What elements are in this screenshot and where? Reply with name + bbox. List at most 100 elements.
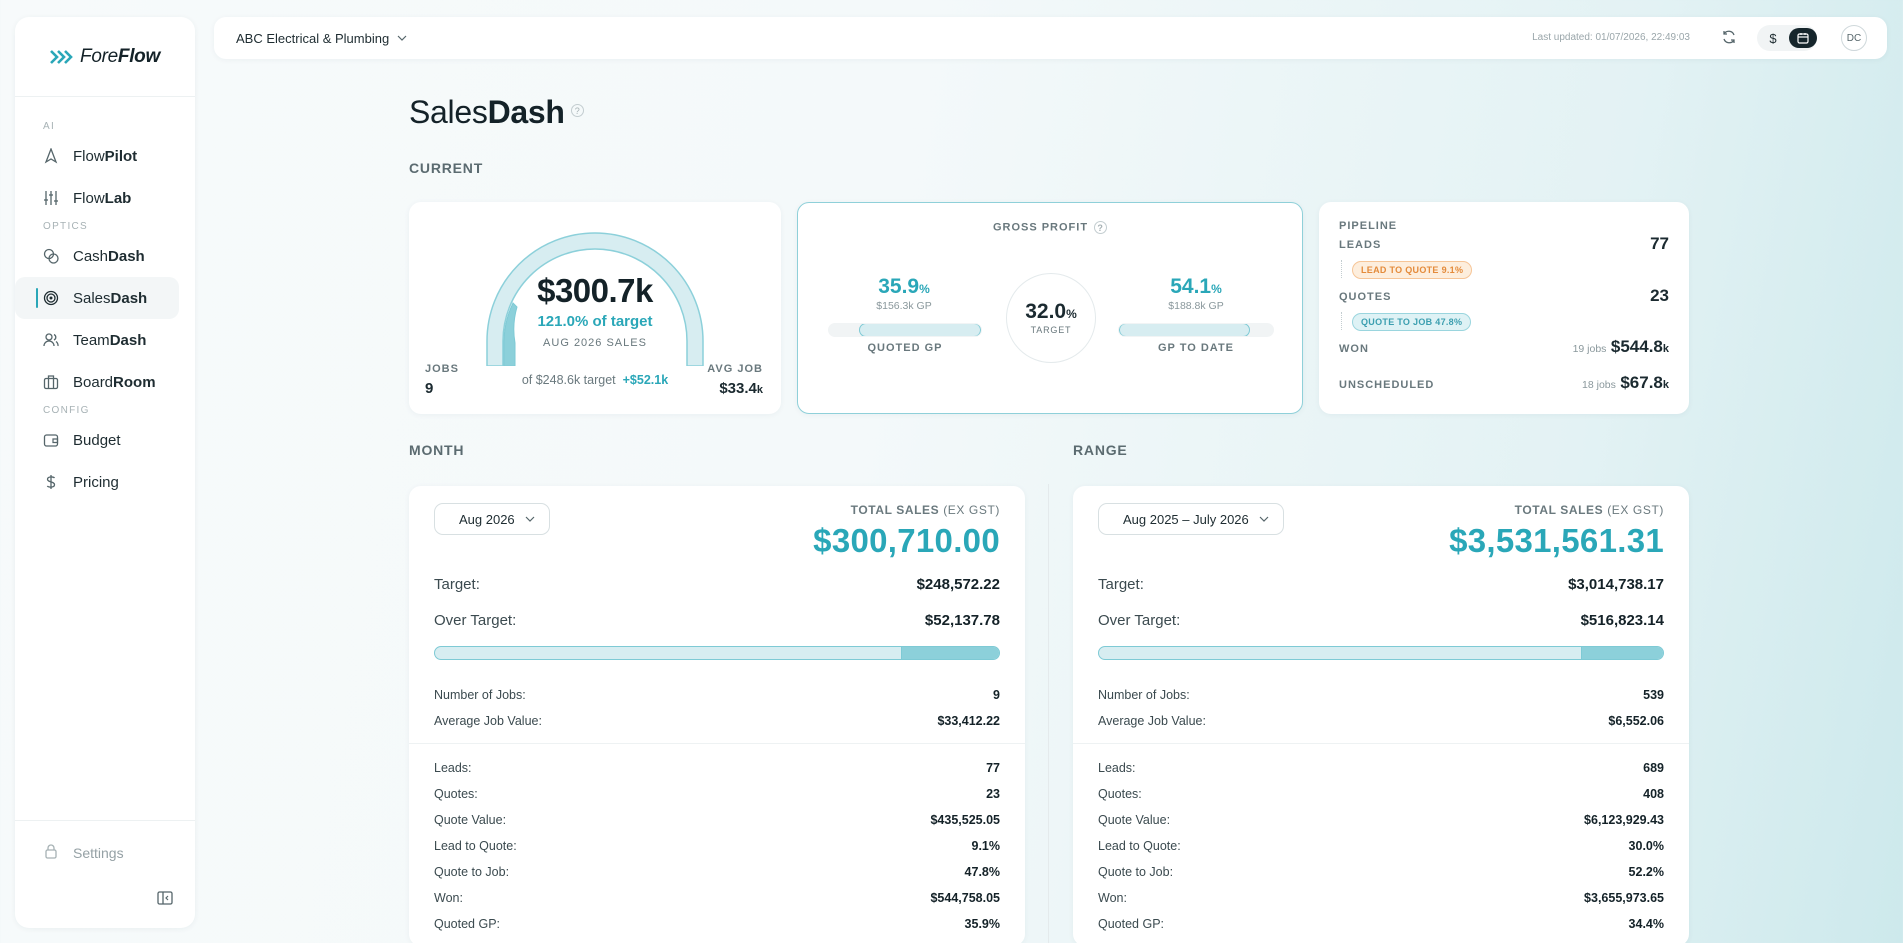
metric-row: Average Job Value: $6,552.06	[1098, 714, 1664, 728]
collapse-sidebar-icon[interactable]	[157, 890, 173, 906]
pipeline-title: PIPELINE	[1339, 220, 1398, 232]
won-summary: 19 jobs $544.8k	[1572, 337, 1669, 356]
quoted-gp-percent: 35.9%	[878, 275, 930, 298]
metric-row: Won: $3,655,973.65	[1098, 891, 1664, 905]
gauge-track	[486, 232, 704, 366]
connector	[1341, 260, 1342, 278]
quoted-gp-bar-fill	[859, 324, 981, 336]
sidebar-item-label: FlowPilot	[73, 147, 138, 165]
organization-selector[interactable]: ABC Electrical & Plumbing	[236, 31, 407, 46]
sidebar-item-flowlab[interactable]: FlowLab	[15, 177, 195, 219]
metric-row: Quoted GP: 35.9%	[434, 917, 1000, 931]
sidebar-item-salesdash[interactable]: SalesDash	[15, 277, 179, 319]
metric-row: Quoted GP: 34.4%	[1098, 917, 1664, 931]
target-gp-circle: 32.0% TARGET	[1006, 273, 1096, 363]
briefcase-icon	[43, 374, 59, 390]
avg-job-value: $33.4k	[719, 380, 763, 397]
metric-row: Won: $544,758.05	[434, 891, 1000, 905]
target-gp-label: TARGET	[1030, 325, 1072, 335]
organization-name: ABC Electrical & Plumbing	[236, 30, 390, 46]
sidebar-item-cashdash[interactable]: CashDash	[15, 235, 195, 277]
sidebar-item-label: TeamDash	[73, 331, 147, 349]
range-target-row: Target: $3,014,738.17	[1098, 576, 1664, 593]
sidebar-item-flowpilot[interactable]: FlowPilot	[15, 135, 195, 177]
unscheduled-summary: 18 jobs $67.8k	[1582, 373, 1669, 392]
page-title: SalesDash?	[409, 94, 584, 131]
quoted-gp-block: 35.9% $156.3k GP	[828, 275, 980, 312]
refresh-icon[interactable]	[1721, 29, 1737, 45]
logo[interactable]: ForeFlow	[15, 17, 195, 97]
gp-to-date-amount: $188.8k GP	[1168, 300, 1224, 312]
jobs-label: JOBS	[425, 363, 459, 375]
settings-link[interactable]: Settings	[15, 843, 195, 862]
won-label: WON	[1339, 343, 1369, 355]
metric-row: Quote Value: $6,123,929.43	[1098, 813, 1664, 827]
range-progress-bar	[1098, 646, 1664, 660]
logo-text: ForeFlow	[80, 45, 160, 67]
range-total-value: $3,531,561.31	[1449, 522, 1664, 559]
coins-icon	[43, 248, 59, 264]
month-over-row: Over Target: $52,137.78	[434, 612, 1000, 629]
avatar[interactable]: DC	[1841, 25, 1867, 51]
leads-label: LEADS	[1339, 239, 1382, 251]
sidebar-item-label: Budget	[73, 431, 121, 449]
navigation-icon	[43, 148, 59, 164]
quoted-gp-amount: $156.3k GP	[876, 300, 932, 312]
gauge-overflow	[503, 302, 518, 366]
sidebar-section-label: OPTICS	[43, 221, 89, 232]
sidebar-item-boardroom[interactable]: BoardRoom	[15, 361, 195, 403]
column-divider	[1048, 484, 1049, 943]
range-selector[interactable]: Aug 2025 – July 2026	[1098, 503, 1284, 535]
gauge-period: AUG 2026 SALES	[543, 337, 647, 349]
metric-row: Leads: 77	[434, 761, 1000, 775]
top-bar: ABC Electrical & Plumbing Last updated: …	[214, 17, 1887, 59]
sidebar-section-label: CONFIG	[43, 405, 90, 416]
metric-row: Quote Value: $435,525.05	[434, 813, 1000, 827]
sidebar-item-label: Pricing	[73, 473, 119, 491]
quotes-value: 23	[1650, 286, 1669, 305]
help-icon[interactable]: ?	[570, 104, 584, 118]
quoted-gp-label: QUOTED GP	[867, 342, 943, 354]
month-progress-over	[901, 647, 999, 659]
chevron-down-icon	[525, 516, 535, 522]
users-icon	[43, 332, 59, 348]
sidebar-item-label: CashDash	[73, 247, 145, 265]
calendar-icon	[1797, 33, 1809, 44]
sidebar-item-teamdash[interactable]: TeamDash	[15, 319, 195, 361]
gp-to-date-block: 54.1% $188.8k GP	[1120, 275, 1272, 312]
gross-profit-card: GROSS PROFIT? 35.9% $156.3k GP QUOTED GP…	[797, 202, 1303, 414]
metric-row: Quotes: 408	[1098, 787, 1664, 801]
over-target-amount: +$52.1k	[622, 373, 669, 387]
currency-view-option[interactable]: $	[1769, 30, 1777, 46]
month-card: Aug 2026 TOTAL SALES (EX GST) $300,710.0…	[409, 486, 1025, 943]
sliders-icon	[43, 190, 59, 206]
sidebar: ForeFlow AI FlowPilot FlowLab OPTICS CashDas…	[15, 17, 195, 928]
sidebar-item-budget[interactable]: Budget	[15, 419, 195, 461]
sales-gauge-card: $300.7k 121.0% of target AUG 2026 SALES …	[409, 202, 781, 414]
gp-help-icon[interactable]: ?	[1094, 221, 1108, 234]
metric-row: Lead to Quote: 9.1%	[434, 839, 1000, 853]
month-selector[interactable]: Aug 2026	[434, 503, 550, 535]
section-range-label: RANGE	[1073, 442, 1128, 458]
sidebar-item-label: SalesDash	[73, 289, 148, 307]
gp-to-date-bar	[1118, 323, 1274, 337]
calendar-view-option[interactable]	[1789, 28, 1817, 48]
metric-row: Quote to Job: 47.8%	[434, 865, 1000, 879]
connector	[1341, 312, 1342, 330]
target-summary: of $248.6k target +$52.1k	[521, 373, 669, 387]
chevron-down-icon	[1259, 516, 1269, 522]
quote-to-job-badge: QUOTE TO JOB 47.8%	[1352, 313, 1472, 331]
wallet-icon	[43, 432, 59, 448]
section-current-label: CURRENT	[409, 160, 484, 176]
sidebar-item-label: BoardRoom	[73, 373, 156, 391]
metric-row: Number of Jobs: 9	[434, 688, 1000, 702]
gp-to-date-label: GP TO DATE	[1157, 342, 1234, 354]
settings-label: Settings	[73, 844, 124, 861]
sidebar-item-pricing[interactable]: Pricing	[15, 461, 195, 503]
last-updated: Last updated: 01/07/2026, 22:49:03	[1532, 32, 1690, 43]
month-target-row: Target: $248,572.22	[434, 576, 1000, 593]
sidebar-footer: Settings	[15, 820, 195, 928]
gross-profit-title: GROSS PROFIT?	[798, 221, 1302, 234]
metric-row: Quote to Job: 52.2%	[1098, 865, 1664, 879]
metric-row: Number of Jobs: 539	[1098, 688, 1664, 702]
